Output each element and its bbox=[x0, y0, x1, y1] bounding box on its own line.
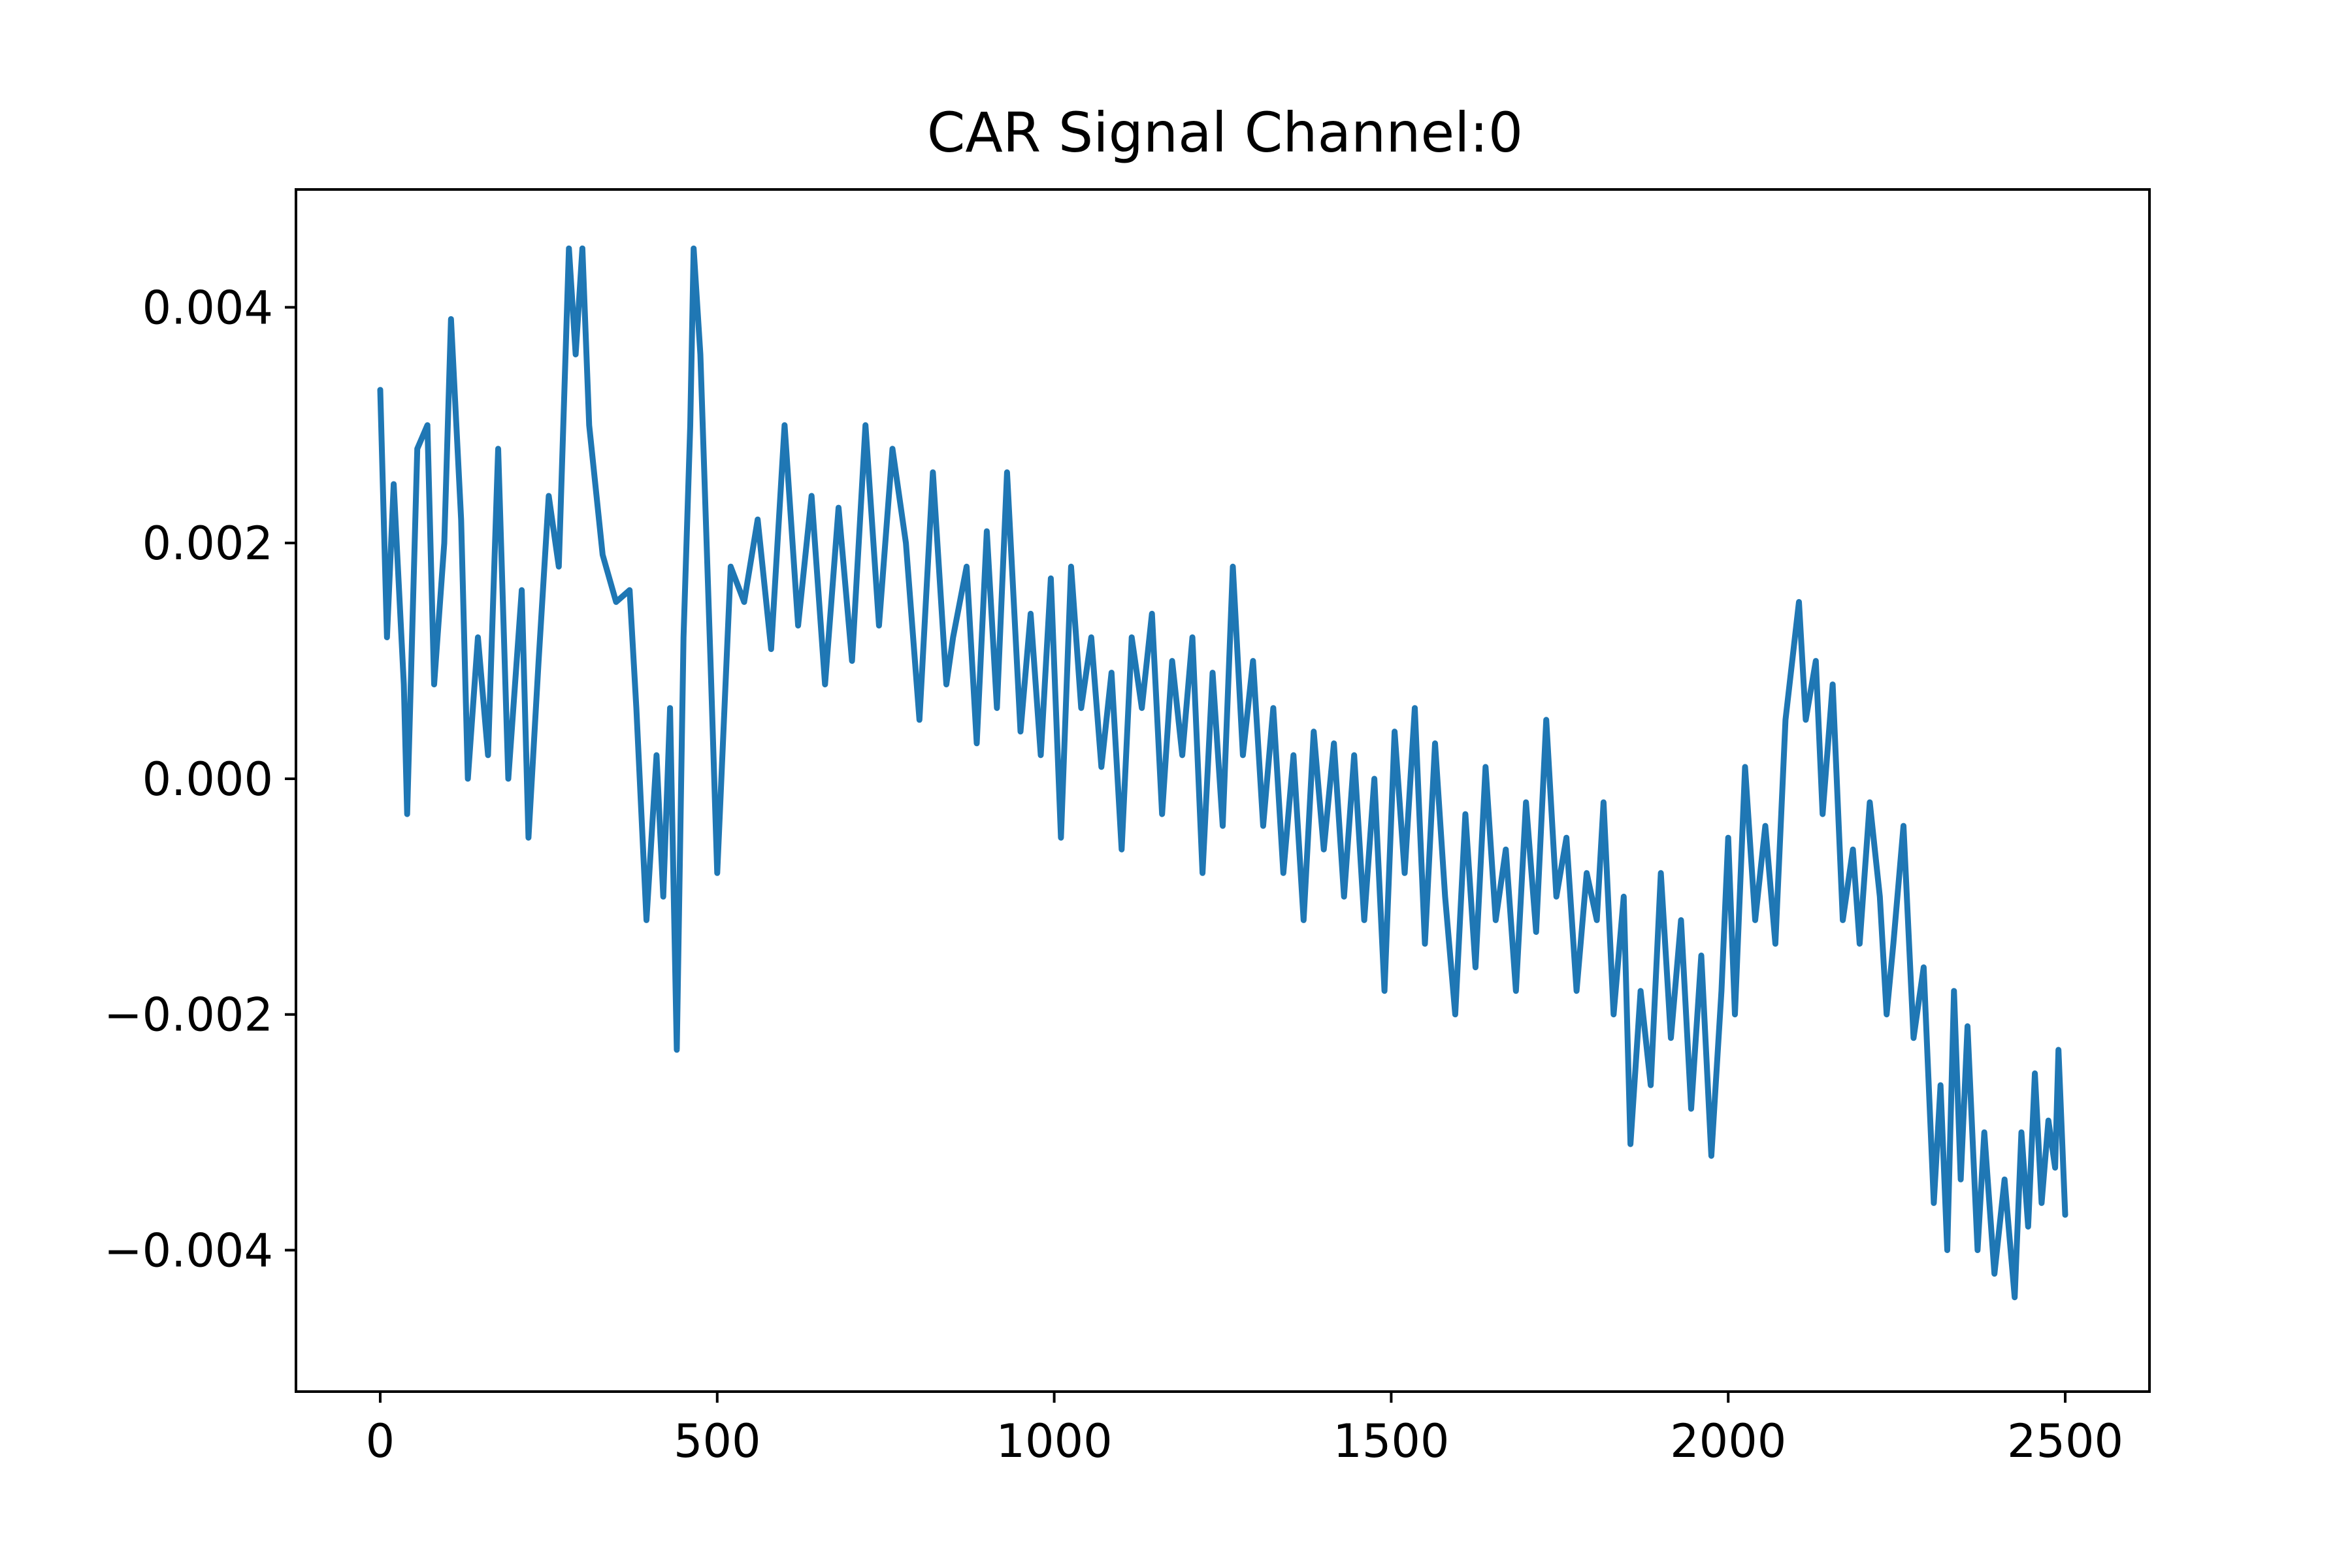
x-tick-label: 500 bbox=[674, 1414, 761, 1468]
axes-frame bbox=[295, 188, 2151, 1393]
plot-area bbox=[377, 245, 2068, 1301]
y-tick-label: 0.004 bbox=[142, 281, 273, 335]
x-tick-label: 2500 bbox=[2007, 1414, 2123, 1468]
y-tick-label: −0.002 bbox=[104, 988, 273, 1042]
y-tick-label: 0.002 bbox=[142, 517, 273, 570]
series-line-0 bbox=[377, 245, 2068, 1301]
x-tick-label: 2000 bbox=[1670, 1414, 1786, 1468]
x-tick-label: 1000 bbox=[996, 1414, 1113, 1468]
x-tick-label: 0 bbox=[366, 1414, 395, 1468]
y-tick-label: 0.000 bbox=[142, 753, 273, 806]
y-tick-label: −0.004 bbox=[104, 1224, 273, 1278]
x-tick-label: 1500 bbox=[1333, 1414, 1449, 1468]
chart-title: CAR Signal Channel:0 bbox=[927, 101, 1524, 165]
axes: 0 500 1000 1500 2000 2500 −0.004 −0.002 0.000 0.0… bbox=[104, 188, 2151, 1468]
